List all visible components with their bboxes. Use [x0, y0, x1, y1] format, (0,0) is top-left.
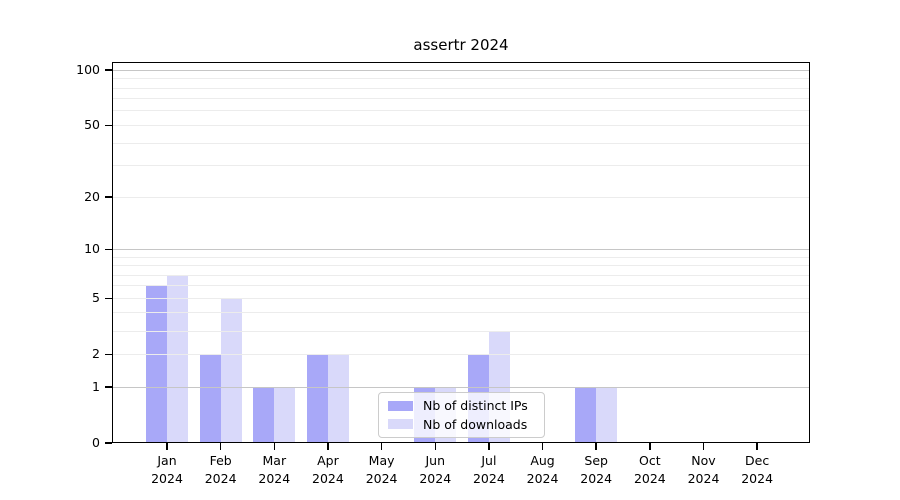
x-tick-label-may: May 2024: [365, 453, 398, 486]
x-tick-label-feb: Feb 2024: [204, 453, 237, 486]
gridline-y-10-major: [112, 248, 810, 250]
x-tick-label-nov: Nov 2024: [687, 453, 720, 486]
gridline-y-80-minor: [112, 87, 810, 89]
y-tick-label-1: 1: [92, 379, 100, 394]
gridline-y-90-minor: [112, 78, 810, 80]
y-tick-2: [105, 353, 112, 355]
gridline-y-60-minor: [112, 110, 810, 112]
x-tick-label-aug: Aug 2024: [526, 453, 559, 486]
gridline-y-3-minor: [112, 330, 810, 332]
x-tick-jul: [488, 443, 490, 450]
x-tick-aug: [541, 443, 544, 450]
gridline-y-5-minor: [112, 297, 810, 299]
x-tick-jan: [166, 443, 168, 450]
gridline-y-2-minor: [112, 353, 810, 355]
legend-label-distinct-ips: Nb of distinct IPs: [423, 398, 528, 414]
bar-downloads-jan: [167, 275, 188, 443]
legend-item-distinct-ips: Nb of distinct IPs: [388, 398, 535, 413]
bar-distinct-ips-sep: [575, 387, 597, 443]
y-tick-label-0: 0: [92, 435, 100, 450]
gridline-y-7-minor: [112, 274, 810, 276]
y-tick-label-50: 50: [84, 117, 100, 133]
chart-title: assertr 2024: [413, 36, 509, 54]
gridline-y-4-minor: [112, 312, 810, 314]
x-tick-label-dec: Dec 2024: [741, 453, 774, 486]
bar-downloads-mar: [274, 387, 296, 443]
gridline-y-40-minor: [112, 142, 810, 144]
gridline-y-6-minor: [112, 285, 810, 287]
x-tick-oct: [649, 443, 651, 450]
y-tick-label-100: 100: [76, 62, 100, 78]
x-tick-label-jun: Jun 2024: [419, 453, 452, 486]
legend-swatch-downloads: [388, 419, 413, 430]
gridline-y-70-minor: [112, 98, 810, 100]
gridline-y-1-major: [112, 386, 810, 388]
y-tick-label-5: 5: [92, 290, 100, 306]
x-tick-dec: [756, 443, 758, 450]
y-tick-10: [105, 248, 112, 251]
gridline-y-8-minor: [112, 265, 810, 266]
y-tick-label-10: 10: [84, 241, 100, 257]
x-tick-label-mar: Mar 2024: [258, 453, 291, 486]
x-tick-label-oct: Oct 2024: [633, 453, 666, 486]
x-tick-may: [380, 443, 383, 450]
gridline-y-50-minor: [112, 124, 810, 126]
x-tick-jun: [434, 443, 436, 450]
x-tick-label-jan: Jan 2024: [151, 453, 183, 486]
bar-downloads-feb: [220, 298, 242, 443]
bar-downloads-sep: [596, 387, 618, 443]
legend-swatch-distinct-ips: [388, 400, 413, 411]
legend-item-downloads: Nb of downloads: [388, 417, 535, 432]
x-tick-mar: [273, 443, 276, 450]
y-tick-label-20: 20: [84, 189, 100, 205]
gridline-y-30-minor: [112, 165, 810, 167]
legend: Nb of distinct IPs Nb of downloads: [378, 392, 545, 438]
y-tick-1: [105, 386, 112, 388]
x-tick-nov: [702, 443, 705, 450]
bar-downloads-apr: [327, 354, 349, 443]
x-tick-sep: [595, 443, 597, 450]
gridline-y-9-minor: [112, 256, 810, 258]
y-tick-20: [105, 196, 112, 198]
bar-distinct-ips-apr: [306, 354, 328, 443]
bar-distinct-ips-mar: [253, 387, 275, 443]
bar-distinct-ips-feb: [199, 354, 221, 443]
y-tick-label-2: 2: [92, 346, 100, 362]
x-tick-apr: [327, 443, 329, 450]
bar-distinct-ips-jan: [146, 285, 167, 443]
y-tick-50: [105, 124, 112, 127]
legend-label-downloads: Nb of downloads: [423, 416, 528, 432]
x-tick-label-sep: Sep 2024: [580, 453, 613, 486]
x-tick-label-jul: Jul 2024: [472, 453, 505, 486]
gridline-y-100-major: [112, 69, 810, 71]
x-tick-label-apr: Apr 2024: [312, 453, 344, 486]
plot-area: Nb of distinct IPs Nb of downloads: [112, 62, 810, 443]
x-tick-feb: [219, 443, 222, 450]
gridline-y-20-minor: [112, 196, 810, 198]
y-tick-100: [105, 69, 112, 71]
y-tick-0: [105, 442, 112, 444]
y-tick-5: [105, 297, 112, 299]
